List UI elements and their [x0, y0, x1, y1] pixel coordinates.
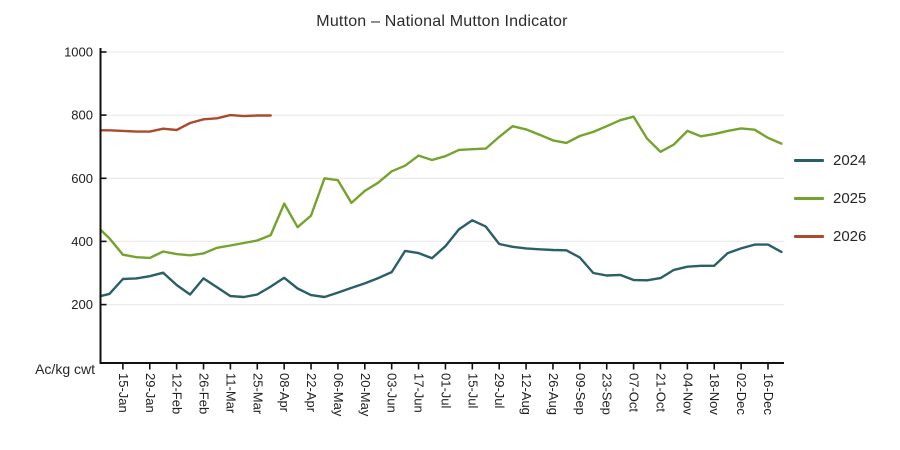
- y-axis-unit-label: Ac/kg cwt: [35, 361, 95, 377]
- svg-text:21-Oct: 21-Oct: [654, 373, 669, 412]
- svg-text:1000: 1000: [64, 45, 93, 60]
- legend-swatch-2026: [794, 234, 824, 238]
- svg-text:03-Jun: 03-Jun: [385, 373, 400, 413]
- svg-text:06-May: 06-May: [331, 373, 346, 417]
- svg-text:400: 400: [71, 234, 93, 249]
- svg-text:25-Mar: 25-Mar: [250, 373, 265, 415]
- svg-text:16-Dec: 16-Dec: [761, 373, 776, 415]
- legend: 2024 2025 2026: [794, 148, 866, 248]
- legend-item-2026[interactable]: 2026: [794, 224, 866, 248]
- svg-text:200: 200: [71, 297, 93, 312]
- svg-text:18-Nov: 18-Nov: [707, 373, 722, 415]
- svg-text:09-Sep: 09-Sep: [573, 373, 588, 415]
- legend-item-2024[interactable]: 2024: [794, 148, 866, 172]
- legend-label-2025: 2025: [833, 189, 867, 207]
- svg-text:12-Aug: 12-Aug: [519, 373, 534, 415]
- chart-title: Mutton – National Mutton Indicator: [316, 13, 568, 30]
- legend-label-2026: 2026: [833, 227, 867, 245]
- legend-swatch-2025: [794, 196, 824, 200]
- legend-swatch-2024: [794, 158, 824, 162]
- svg-text:07-Oct: 07-Oct: [627, 373, 642, 412]
- svg-text:11-Mar: 11-Mar: [223, 373, 238, 414]
- svg-text:26-Feb: 26-Feb: [197, 373, 212, 414]
- legend-item-2025[interactable]: 2025: [794, 186, 866, 210]
- svg-text:600: 600: [71, 171, 93, 186]
- svg-text:04-Nov: 04-Nov: [680, 373, 695, 415]
- svg-text:08-Apr: 08-Apr: [277, 373, 292, 413]
- svg-text:22-Apr: 22-Apr: [304, 373, 319, 413]
- svg-text:15-Jul: 15-Jul: [465, 373, 480, 409]
- svg-text:29-Jan: 29-Jan: [143, 373, 158, 413]
- svg-text:01-Jul: 01-Jul: [438, 373, 453, 409]
- legend-label-2024: 2024: [833, 151, 867, 169]
- svg-text:800: 800: [71, 108, 93, 123]
- svg-text:02-Dec: 02-Dec: [734, 373, 749, 415]
- svg-text:23-Sep: 23-Sep: [600, 373, 615, 415]
- svg-text:12-Feb: 12-Feb: [170, 373, 185, 414]
- svg-text:17-Jun: 17-Jun: [412, 373, 427, 413]
- svg-text:20-May: 20-May: [358, 373, 373, 417]
- svg-text:29-Jul: 29-Jul: [492, 373, 507, 409]
- svg-text:15-Jan: 15-Jan: [116, 373, 131, 413]
- svg-text:26-Aug: 26-Aug: [546, 373, 561, 415]
